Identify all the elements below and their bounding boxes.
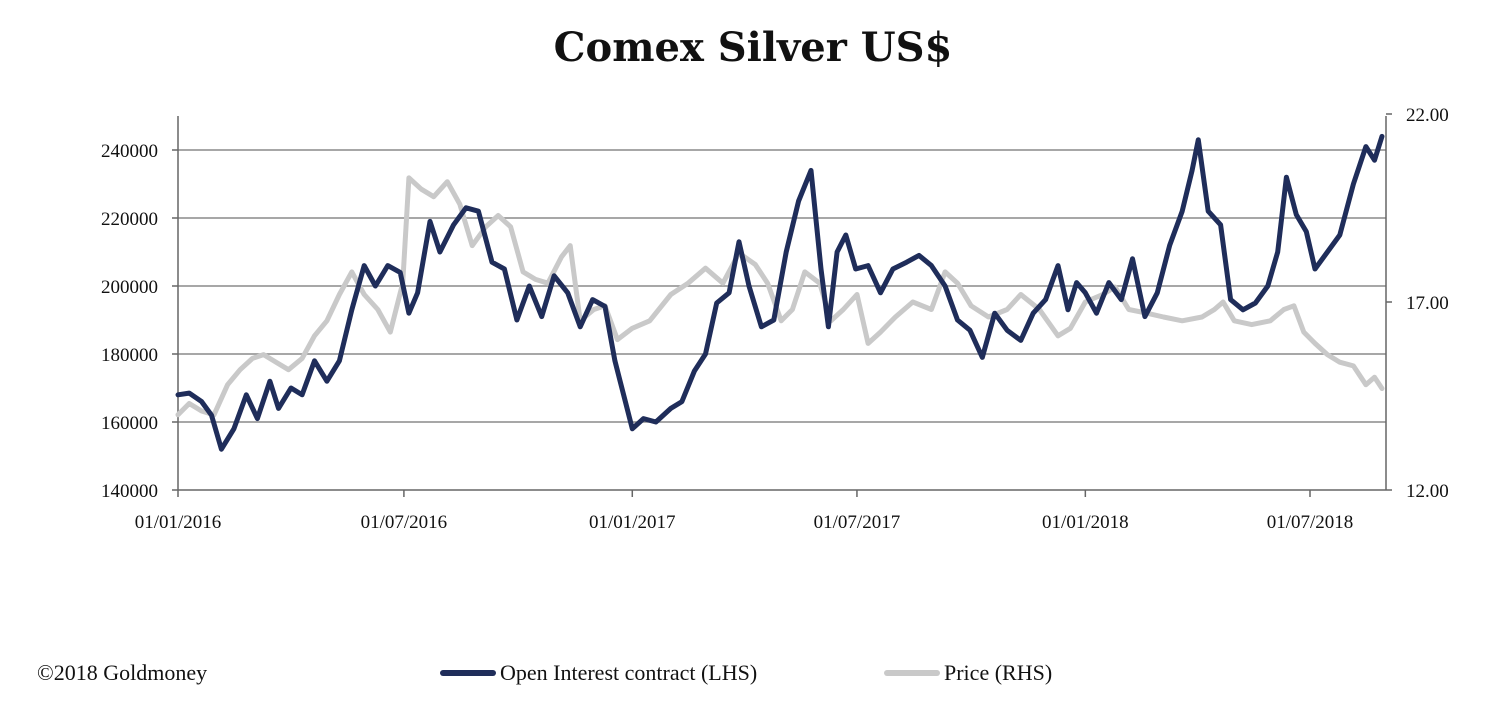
x-tick-label: 01/01/2016: [135, 512, 222, 533]
series-line-open-interest: [175, 133, 1385, 452]
x-tick-label: 01/01/2017: [589, 512, 676, 533]
x-tick-label: 01/07/2017: [814, 512, 901, 533]
y-left-tick-label: 240000: [101, 141, 158, 162]
series-lines: [175, 133, 1385, 452]
chart-title: Comex Silver US$: [553, 24, 953, 71]
axes: [172, 113, 1392, 497]
legend-item-price: Price (RHS): [884, 660, 1052, 686]
x-tick-label: 01/07/2018: [1267, 512, 1354, 533]
y-left-tick-label: 180000: [101, 345, 158, 366]
y-left-tick-label: 140000: [101, 481, 158, 502]
legend-label-price: Price (RHS): [944, 660, 1053, 685]
x-tick-label: 01/01/2018: [1042, 512, 1129, 533]
legend-label-open-interest: Open Interest contract (LHS): [500, 660, 758, 685]
y-left-tick-label: 200000: [101, 277, 158, 298]
legend-swatch-open-interest: [440, 670, 496, 676]
y-right-tick-label: 12.00: [1406, 481, 1449, 502]
series-line-price: [175, 175, 1385, 418]
copyright-credit: ©2018 Goldmoney: [37, 660, 208, 685]
y-left-tick-label: 160000: [101, 413, 158, 434]
y-right-tick-label: 17.00: [1406, 293, 1449, 314]
legend-item-open-interest: Open Interest contract (LHS): [440, 660, 757, 686]
tick-labels: 140000 160000 180000 200000 220000 240000 12.0…: [101, 105, 1449, 533]
legend-swatch-price: [884, 670, 940, 676]
y-right-tick-label: 22.00: [1406, 105, 1449, 126]
y-left-tick-label: 220000: [101, 209, 158, 230]
x-tick-label: 01/07/2016: [361, 512, 448, 533]
